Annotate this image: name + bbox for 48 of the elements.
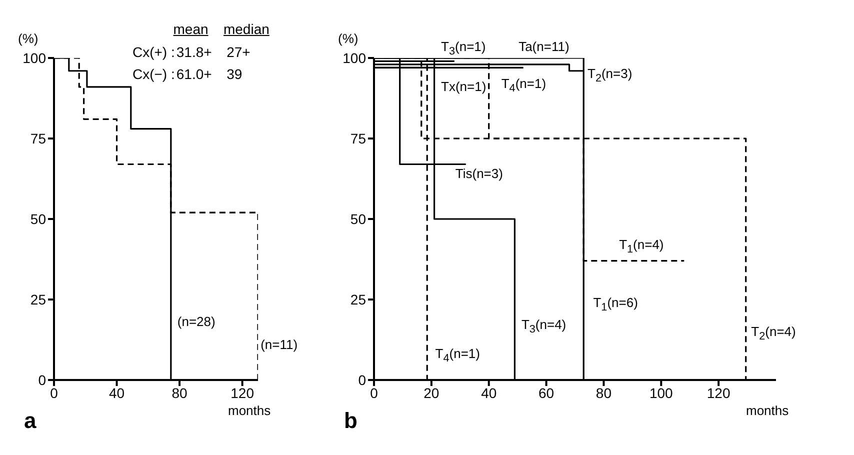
annotation: 39 xyxy=(226,66,242,82)
x-tick-label: 0 xyxy=(50,384,58,401)
annotation: Cx(+) : xyxy=(132,44,175,60)
text: b xyxy=(344,408,358,433)
annotation: 31.8+ xyxy=(176,44,212,60)
x-tick-label: 40 xyxy=(481,384,497,401)
series-label: T$_{2}$(n=4) xyxy=(750,324,797,344)
x-tick-label: 0 xyxy=(370,384,378,401)
series-label: T$_{1}$(n=6) xyxy=(592,294,639,314)
y-tick-label: 50 xyxy=(30,210,46,227)
annotation: 27+ xyxy=(226,44,250,60)
x-tick-label: 120 xyxy=(230,384,254,401)
series-label: (n=11) xyxy=(260,336,299,352)
x-tick-label: 80 xyxy=(172,384,188,401)
series-label: T$_{4}$(n=1) xyxy=(500,76,548,96)
y-tick-label: 50 xyxy=(350,210,366,227)
annotation: 61.0+ xyxy=(176,66,212,82)
y-tick-label: 100 xyxy=(22,50,46,66)
series-label: T$_{4}$(n=1) xyxy=(434,346,481,366)
x-tick-label: 60 xyxy=(538,384,554,401)
y-tick-label: 25 xyxy=(350,291,366,308)
series-label: T$_{3}$(n=4) xyxy=(520,317,568,337)
series-label: T$_{2}$(n=3) xyxy=(586,66,634,86)
series-label: Tis(n=3) xyxy=(454,166,504,181)
text: median xyxy=(223,21,270,38)
series-label: (n=28) xyxy=(176,314,216,330)
text: mean xyxy=(173,21,208,38)
series-label: Ta(n=11) xyxy=(518,38,570,54)
x-axis-title: months xyxy=(228,403,271,418)
x-tick-label: 100 xyxy=(649,384,674,401)
y-tick-label: 75 xyxy=(30,130,46,146)
series-label: T$_{3}$(n=1) xyxy=(440,38,487,58)
y-axis-title: (%) xyxy=(338,31,358,46)
x-tick-label: 20 xyxy=(424,384,440,401)
annotation: Cx(−) : xyxy=(132,66,175,82)
y-tick-label: 0 xyxy=(358,372,366,388)
y-axis-title: (%) xyxy=(18,31,38,46)
x-axis-title: months xyxy=(746,403,789,418)
y-tick-label: 0 xyxy=(38,372,46,388)
series-label: Tx(n=1) xyxy=(440,78,488,94)
x-tick-label: 80 xyxy=(596,384,612,401)
x-tick-label: 40 xyxy=(108,384,125,401)
y-tick-label: 25 xyxy=(30,291,46,308)
y-tick-label: 100 xyxy=(342,50,366,66)
x-tick-label: 120 xyxy=(706,384,730,401)
text: a xyxy=(24,408,36,433)
series-label: T$_{1}$(n=4) xyxy=(618,236,665,256)
y-tick-label: 75 xyxy=(350,130,366,146)
